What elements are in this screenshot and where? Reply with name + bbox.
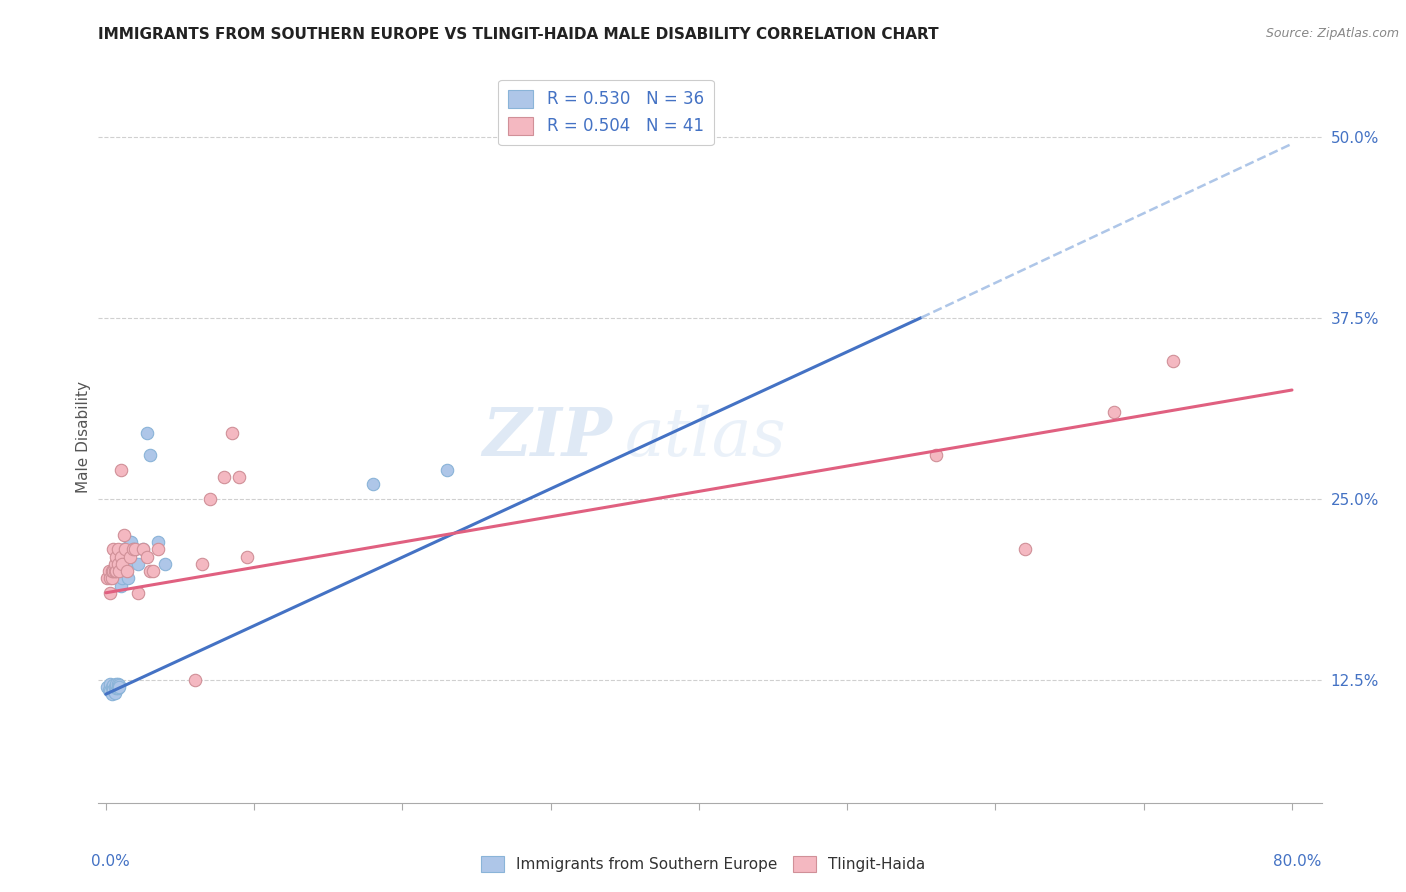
Point	[114, 542, 136, 557]
Point	[111, 557, 134, 571]
Point	[97, 564, 120, 578]
Text: 80.0%: 80.0%	[1274, 854, 1322, 869]
Point	[100, 564, 122, 578]
Point	[361, 477, 384, 491]
Point	[98, 684, 121, 698]
Point	[100, 687, 122, 701]
Point	[118, 549, 141, 564]
Point	[127, 557, 149, 571]
Point	[115, 564, 138, 578]
Point	[132, 542, 155, 557]
Point	[98, 677, 121, 691]
Point	[124, 542, 146, 557]
Point	[112, 542, 135, 557]
Point	[108, 678, 131, 692]
Point	[103, 678, 125, 692]
Point	[221, 426, 243, 441]
Point	[142, 564, 165, 578]
Point	[139, 564, 162, 578]
Point	[104, 557, 127, 571]
Point	[105, 677, 128, 691]
Point	[127, 586, 149, 600]
Point	[121, 542, 143, 557]
Point	[1102, 405, 1125, 419]
Point	[110, 549, 132, 564]
Point	[124, 542, 146, 557]
Point	[121, 542, 143, 557]
Point	[111, 571, 134, 585]
Point	[96, 680, 118, 694]
Point	[107, 677, 129, 691]
Point	[214, 470, 236, 484]
Point	[191, 557, 214, 571]
Point	[136, 426, 159, 441]
Point	[105, 681, 128, 696]
Legend: Immigrants from Southern Europe, Tlingit-Haida: Immigrants from Southern Europe, Tlingit…	[474, 848, 932, 880]
Point	[100, 571, 122, 585]
Text: Source: ZipAtlas.com: Source: ZipAtlas.com	[1265, 27, 1399, 40]
Point	[100, 680, 122, 694]
Point	[112, 528, 135, 542]
Point	[198, 491, 221, 506]
Point	[111, 557, 134, 571]
Point	[115, 557, 138, 571]
Point	[136, 549, 159, 564]
Point	[104, 564, 127, 578]
Text: atlas: atlas	[624, 404, 786, 470]
Point	[108, 564, 131, 578]
Point	[110, 463, 132, 477]
Point	[153, 557, 176, 571]
Point	[228, 470, 250, 484]
Point	[97, 682, 120, 697]
Point	[132, 542, 155, 557]
Text: IMMIGRANTS FROM SOUTHERN EUROPE VS TLINGIT-HAIDA MALE DISABILITY CORRELATION CHA: IMMIGRANTS FROM SOUTHERN EUROPE VS TLING…	[98, 27, 939, 42]
Legend: R = 0.530   N = 36, R = 0.504   N = 41: R = 0.530 N = 36, R = 0.504 N = 41	[498, 79, 714, 145]
Point	[104, 680, 127, 694]
Point	[107, 557, 129, 571]
Point	[98, 586, 121, 600]
Point	[146, 535, 169, 549]
Point	[436, 463, 458, 477]
Point	[139, 448, 162, 462]
Point	[103, 682, 125, 697]
Point	[114, 549, 136, 564]
Point	[110, 578, 132, 592]
Point	[107, 542, 129, 557]
Point	[118, 535, 141, 549]
Point	[184, 673, 207, 687]
Point	[96, 571, 118, 585]
Point	[235, 549, 257, 564]
Point	[103, 564, 125, 578]
Point	[146, 542, 169, 557]
Point	[1014, 542, 1036, 557]
Point	[98, 571, 121, 585]
Point	[103, 542, 125, 557]
Point	[117, 571, 139, 585]
Text: ZIP: ZIP	[482, 405, 612, 469]
Y-axis label: Male Disability: Male Disability	[76, 381, 91, 493]
Text: 0.0%: 0.0%	[91, 854, 129, 869]
Point	[120, 535, 142, 549]
Point	[110, 564, 132, 578]
Point	[105, 564, 128, 578]
Point	[925, 448, 948, 462]
Point	[104, 686, 127, 700]
Point	[108, 680, 131, 694]
Point	[105, 549, 128, 564]
Point	[107, 681, 129, 696]
Point	[1163, 354, 1185, 368]
